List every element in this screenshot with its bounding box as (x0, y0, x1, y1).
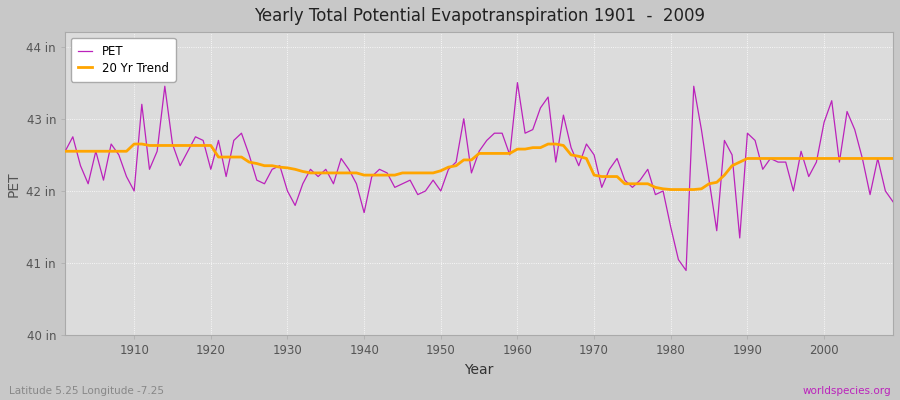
PET (336, 156, 346, 161)
20 Yr Trend (129, 142, 140, 146)
PET (59, 149, 70, 154)
PET (612, 156, 623, 161)
PET (290, 203, 301, 208)
20 Yr Trend (344, 170, 355, 175)
PET (504, 152, 515, 157)
20 Yr Trend (59, 149, 70, 154)
PET (122, 174, 132, 179)
Text: worldspecies.org: worldspecies.org (803, 386, 891, 396)
20 Yr Trend (612, 174, 623, 179)
20 Yr Trend (887, 156, 898, 161)
Line: PET: PET (65, 83, 893, 270)
PET (512, 80, 523, 85)
PET (680, 268, 691, 273)
20 Yr Trend (512, 147, 523, 152)
Y-axis label: PET: PET (7, 171, 21, 196)
Title: Yearly Total Potential Evapotranspiration 1901  -  2009: Yearly Total Potential Evapotranspiratio… (254, 7, 705, 25)
Legend: PET, 20 Yr Trend: PET, 20 Yr Trend (71, 38, 176, 82)
20 Yr Trend (122, 149, 132, 154)
PET (519, 131, 530, 136)
20 Yr Trend (665, 187, 676, 192)
20 Yr Trend (297, 169, 308, 174)
X-axis label: Year: Year (464, 363, 494, 377)
20 Yr Trend (519, 147, 530, 152)
Line: 20 Yr Trend: 20 Yr Trend (65, 144, 893, 190)
Text: Latitude 5.25 Longitude -7.25: Latitude 5.25 Longitude -7.25 (9, 386, 164, 396)
PET (887, 200, 898, 204)
